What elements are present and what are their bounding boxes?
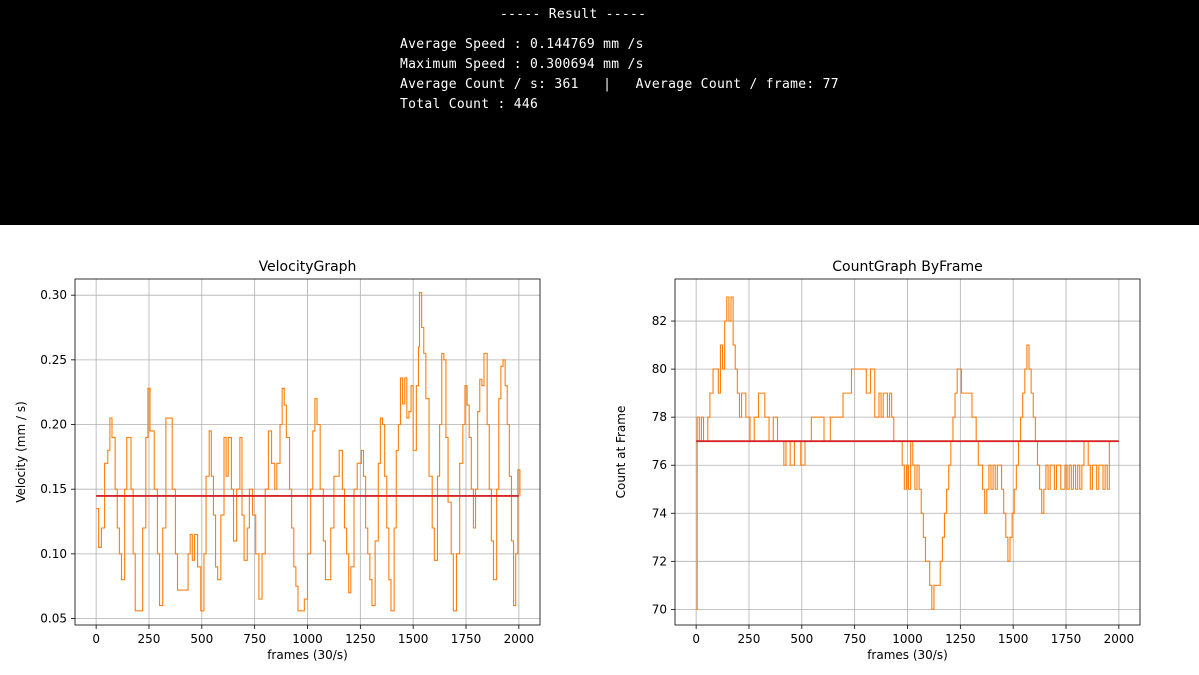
y-tick-label: 82 (652, 314, 667, 328)
total-count-text: Total Count : 446 (400, 97, 539, 112)
x-tick-label: 250 (138, 632, 161, 646)
maximum-speed-text: Maximum Speed : 0.300694 mm /s (400, 57, 644, 72)
x-axis-label: frames (30/s) (267, 648, 348, 662)
x-tick-label: 1250 (945, 632, 976, 646)
y-tick-label: 70 (652, 602, 667, 616)
y-tick-label: 78 (652, 410, 667, 424)
x-tick-label: 500 (190, 632, 213, 646)
velocity-graph: 0 250 500 750 1000 1250 1500 1750 2000 0.05 0.10 0.… (14, 259, 541, 662)
y-tick-label: 80 (652, 362, 667, 376)
x-tick-label: 0 (692, 632, 700, 646)
x-tick-label: 2000 (504, 632, 535, 646)
x-tick-label: 750 (243, 632, 266, 646)
x-tick-label: 0 (92, 632, 100, 646)
count-graph: 0 250 500 750 1000 1250 1500 1750 2000 70 72 74 76 78… (614, 259, 1141, 662)
x-tick-label: 750 (843, 632, 866, 646)
x-tick-label: 1500 (398, 632, 429, 646)
result-panel: ----- Result ----- Average Speed : 0.144… (0, 0, 1199, 225)
x-tick-label: 1000 (292, 632, 323, 646)
data-series-line (96, 292, 521, 612)
y-axis-label: Velocity (mm / s) (14, 401, 28, 503)
x-axis-label: frames (30/s) (867, 648, 948, 662)
chart-title: CountGraph ByFrame (832, 259, 982, 275)
result-heading: ----- Result ----- (500, 7, 647, 22)
y-tick-label: 0.30 (40, 288, 67, 302)
y-tick-label: 0.05 (40, 612, 67, 626)
x-tick-label: 1250 (345, 632, 376, 646)
x-tick-label: 500 (790, 632, 813, 646)
chart-title: VelocityGraph (259, 259, 357, 275)
average-count-text: Average Count / s: 361 | Average Count /… (400, 77, 839, 92)
y-tick-label: 0.20 (40, 418, 67, 432)
y-tick-label: 72 (652, 554, 667, 568)
x-tick-label: 1750 (451, 632, 482, 646)
average-speed-text: Average Speed : 0.144769 mm /s (400, 37, 644, 52)
y-tick-label: 74 (652, 506, 667, 520)
y-tick-label: 76 (652, 458, 667, 472)
y-tick-label: 0.10 (40, 547, 67, 561)
x-tick-label: 1000 (892, 632, 923, 646)
y-axis-label: Count at Frame (614, 406, 628, 499)
y-tick-label: 0.25 (40, 353, 67, 367)
x-tick-label: 2000 (1104, 632, 1135, 646)
data-series-line (696, 296, 1112, 610)
y-tick-label: 0.15 (40, 482, 67, 496)
x-tick-label: 1750 (1051, 632, 1082, 646)
x-tick-label: 1500 (998, 632, 1029, 646)
x-tick-label: 250 (738, 632, 761, 646)
